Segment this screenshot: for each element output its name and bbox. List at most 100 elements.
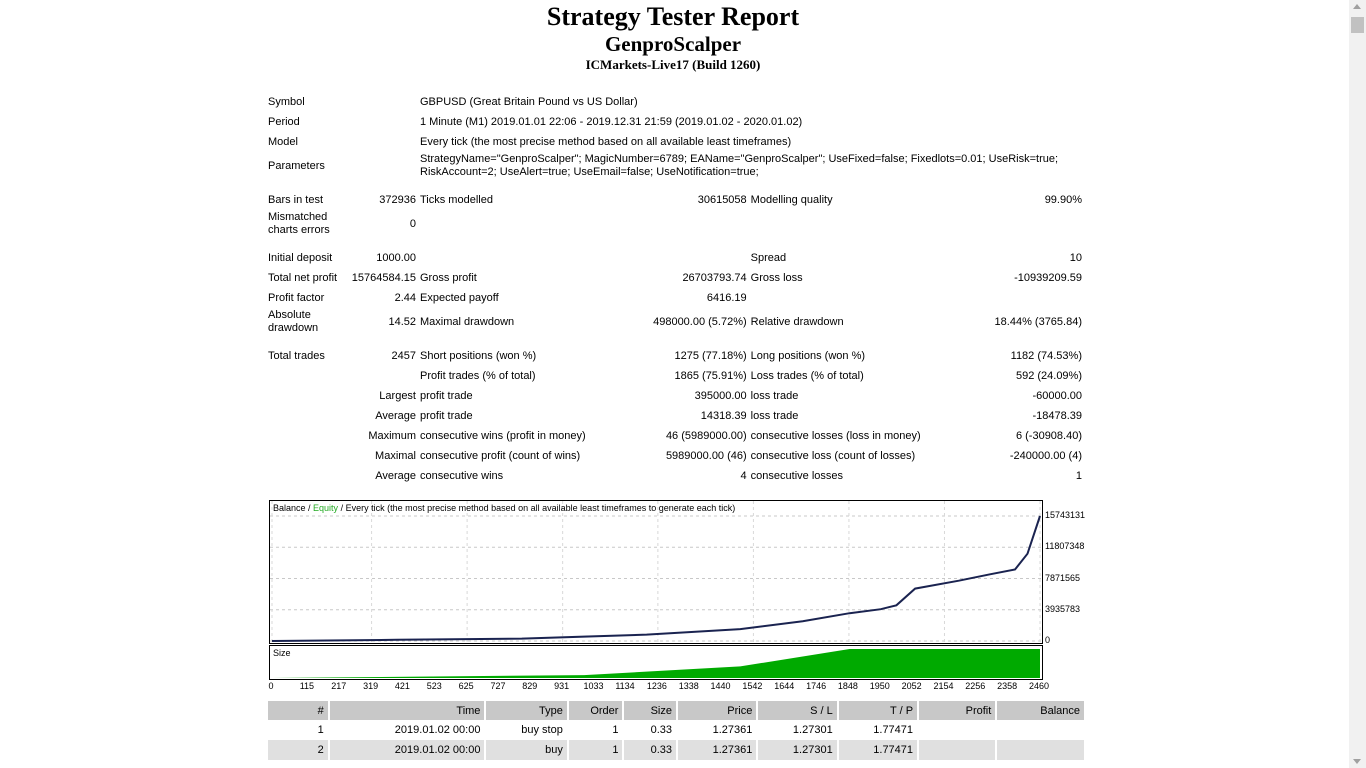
label: Absolute drawdown	[268, 309, 319, 334]
y-tick-label: 3935783	[1045, 603, 1081, 614]
value: 10	[1069, 252, 1082, 264]
table-cell: 2	[268, 740, 328, 760]
x-tick-label: 829	[522, 681, 538, 691]
x-tick-label: 421	[394, 681, 410, 691]
legend-equity: Equity	[313, 503, 339, 513]
x-tick-label: 523	[426, 681, 442, 691]
value: -10939209.59	[1014, 272, 1082, 284]
y-tick-label: 0	[1045, 635, 1051, 645]
label: Modelling quality	[750, 194, 833, 206]
label: consecutive wins (profit in money)	[420, 430, 586, 442]
x-tick-label: 1848	[837, 681, 858, 691]
table-cell: buy stop	[521, 724, 563, 736]
y-tick-label: 11807348	[1045, 541, 1085, 552]
label: Gross loss	[750, 272, 803, 284]
value: 15764584.15	[351, 272, 416, 284]
table-cell: 2019.01.02 00:00	[394, 724, 481, 736]
value: 14318.39	[700, 410, 747, 422]
value: 1275 (77.18%)	[674, 350, 747, 362]
label: Maximum	[368, 430, 416, 442]
label: Profit factor	[268, 292, 325, 304]
column-header: Profit	[919, 701, 996, 720]
x-tick-label: 625	[458, 681, 474, 691]
label: Maximal drawdown	[420, 316, 515, 328]
label: Parameters	[268, 160, 325, 172]
balance-line	[271, 515, 1041, 642]
legend-separator: /	[305, 503, 314, 513]
scroll-up-arrow-icon[interactable]	[1353, 4, 1361, 9]
label: Long positions (won %)	[750, 350, 866, 362]
size-chart: Size	[269, 645, 1043, 680]
table-cell: 0.33	[624, 740, 676, 760]
label: Total trades	[268, 350, 325, 362]
table-cell	[919, 720, 995, 740]
table-cell	[919, 740, 996, 760]
label: Initial deposit	[268, 252, 333, 264]
table-cell: 1.27301	[792, 724, 833, 736]
x-tick-label: 1746	[806, 681, 827, 691]
x-tick-label: 0	[268, 681, 274, 691]
label: Total net profit	[268, 272, 338, 284]
column-header: T / P	[838, 701, 918, 720]
legend-balance: Balance	[273, 503, 306, 513]
label: loss trade	[750, 410, 799, 422]
label: Symbol	[268, 96, 305, 108]
x-tick-label: 2256	[965, 681, 986, 691]
value: 99.90%	[1044, 194, 1082, 206]
scrollbar-thumb[interactable]	[1351, 17, 1364, 33]
chart-legend: Balance / Equity / Every tick (the most …	[273, 503, 735, 513]
label: Expected payoff	[420, 292, 499, 304]
x-tick-label: 2154	[933, 681, 954, 691]
x-tick-label: 931	[554, 681, 570, 691]
label: Largest	[379, 390, 416, 402]
table-cell: 1	[568, 740, 623, 760]
size-area	[272, 649, 1040, 678]
vertical-scrollbar[interactable]	[1349, 0, 1366, 768]
balance-chart: Balance / Equity / Every tick (the most …	[269, 500, 1043, 644]
value: -18478.39	[1032, 410, 1082, 422]
value: 395000.00	[694, 390, 747, 402]
column-header: Price	[678, 701, 757, 720]
label: Average	[375, 470, 416, 482]
value: 1000.00	[376, 252, 416, 264]
value: 592 (24.09%)	[1015, 370, 1082, 382]
value: 1865 (75.91%)	[674, 370, 747, 382]
label: consecutive wins	[420, 470, 504, 482]
label: loss trade	[750, 390, 799, 402]
y-tick-label: 15743131	[1045, 510, 1086, 520]
table-cell: 1	[612, 724, 619, 736]
table-cell: 1.27361	[712, 724, 753, 736]
value: 30615058	[697, 194, 747, 206]
column-header: Order	[568, 701, 623, 720]
x-tick-label: 2052	[901, 681, 922, 691]
x-tick-label: 115	[299, 681, 315, 691]
label: Spread	[750, 252, 787, 264]
value: 2457	[391, 350, 416, 362]
model-value: Every tick (the most precise method base…	[420, 136, 792, 148]
period-value: 1 Minute (M1) 2019.01.01 22:06 - 2019.12…	[420, 116, 803, 128]
table-row: 1 2019.01.02 00:00 buy stop 1 0.33 1.27361 1.2…	[268, 720, 1084, 740]
value: 372936	[379, 194, 416, 206]
x-tick-label: 1338	[678, 681, 699, 691]
column-header: Type	[486, 701, 567, 720]
x-tick-label: 1950	[869, 681, 890, 691]
column-header: Size	[624, 701, 676, 720]
table-cell: 0.33	[650, 724, 672, 736]
table-cell	[997, 740, 1084, 760]
scroll-down-arrow-icon[interactable]	[1353, 759, 1361, 764]
value: 5989000.00 (46)	[665, 450, 747, 462]
table-cell: 2019.01.02 00:00	[329, 740, 485, 760]
x-tick-label: 1440	[710, 681, 731, 691]
label: Model	[268, 136, 298, 148]
x-tick-label: 727	[490, 681, 506, 691]
label: Period	[268, 116, 300, 128]
label: consecutive profit (count of wins)	[420, 450, 581, 462]
table-cell: buy	[486, 740, 567, 760]
y-tick-label: 7871565	[1045, 572, 1081, 583]
table-cell: 1.27361	[678, 740, 757, 760]
table-cell	[997, 720, 1084, 740]
label: Profit trades (% of total)	[420, 370, 536, 382]
label-with-value: Ticks modelled 30615058	[418, 190, 749, 210]
